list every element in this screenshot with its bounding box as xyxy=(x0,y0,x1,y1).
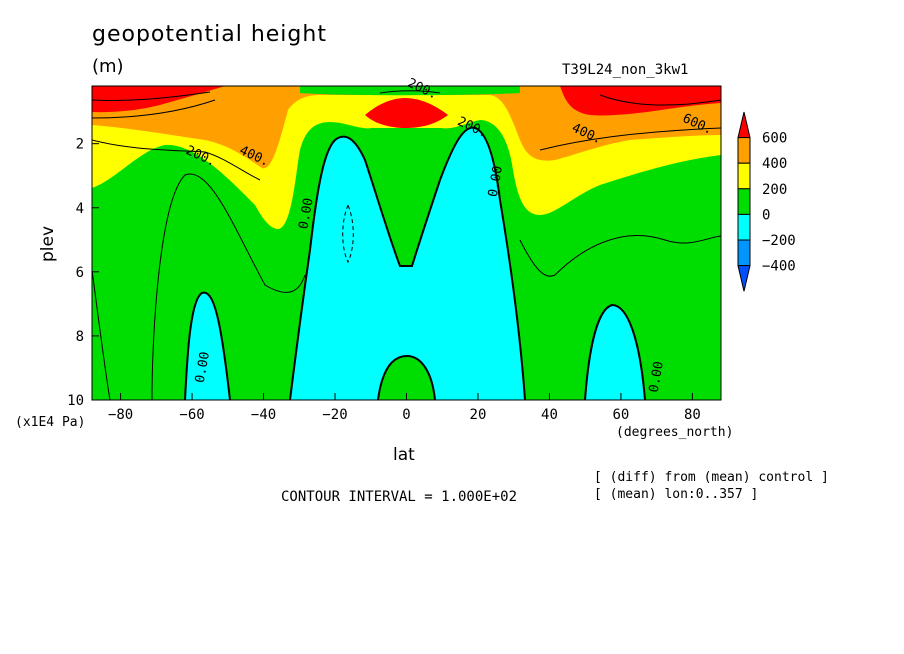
contour-label: 0.00 xyxy=(486,165,506,198)
x-tick-label: −80 xyxy=(108,407,133,423)
legend-swatch xyxy=(737,265,751,292)
x-tick-label: −60 xyxy=(179,407,204,423)
chart-units: (m) xyxy=(92,56,124,77)
legend-label: 600 xyxy=(762,131,787,147)
legend-label: 400 xyxy=(762,156,787,172)
contour-label: 0.00 xyxy=(647,360,667,393)
legend-swatch xyxy=(737,137,751,164)
x-axis-label: lat xyxy=(393,445,415,465)
band-negative-center xyxy=(290,127,525,400)
x-tick-label: 60 xyxy=(613,407,630,423)
legend-swatch xyxy=(737,188,751,215)
contour-fill xyxy=(92,86,721,400)
band-600-plus-left xyxy=(92,86,225,113)
colorbar-legend: 600 400 200 0 −200 −400 xyxy=(737,111,796,292)
legend-swatch xyxy=(737,213,751,241)
y-tick-label: 6 xyxy=(76,265,84,281)
band-600-plus-center xyxy=(365,98,448,128)
band-negative-left xyxy=(185,292,230,400)
y-tick-label: 2 xyxy=(76,137,84,153)
x-tick-label: 80 xyxy=(684,407,701,423)
y-tick-label: 4 xyxy=(76,201,84,217)
x-axis-units: (degrees_north) xyxy=(616,425,734,440)
band-negative-right xyxy=(585,305,645,400)
legend-swatch xyxy=(737,239,751,267)
note-diff: [ (diff) from (mean) control ] xyxy=(594,470,829,485)
contour-lines xyxy=(92,90,721,400)
band-600-plus-right xyxy=(560,86,721,116)
contour-label: 0.00 xyxy=(193,351,213,384)
band-400-600 xyxy=(92,86,721,169)
y-axis: 2 4 6 8 10 xyxy=(67,137,99,409)
x-tick-label: 0 xyxy=(402,407,410,423)
contour-interval: CONTOUR INTERVAL = 1.000E+02 xyxy=(281,489,518,505)
legend-label: 200 xyxy=(762,182,787,198)
note-mean: [ (mean) lon:0..357 ] xyxy=(594,487,759,502)
run-label: T39L24_non_3kw1 xyxy=(562,62,689,78)
y-axis-label: plev xyxy=(38,225,58,262)
y-axis-units: (x1E4 Pa) xyxy=(15,415,86,430)
x-tick-label: 20 xyxy=(470,407,487,423)
legend-swatch xyxy=(737,111,751,139)
x-tick-label: 40 xyxy=(541,407,558,423)
y-tick-label: 8 xyxy=(76,329,84,345)
chart-title: geopotential height xyxy=(92,22,327,47)
zero-contours xyxy=(184,126,646,400)
legend-label: 0 xyxy=(762,207,770,223)
x-tick-label: −40 xyxy=(251,407,276,423)
legend-label: −400 xyxy=(762,259,796,275)
x-tick-label: −20 xyxy=(322,407,347,423)
x-axis: −80 −60 −40 −20 0 20 40 60 80 xyxy=(108,393,701,423)
legend-label: −200 xyxy=(762,233,796,249)
contour-neg-dashed xyxy=(342,203,354,264)
y-tick-label: 10 xyxy=(67,393,84,409)
contour-label: 0.00 xyxy=(296,197,316,230)
legend-swatch xyxy=(737,162,751,190)
